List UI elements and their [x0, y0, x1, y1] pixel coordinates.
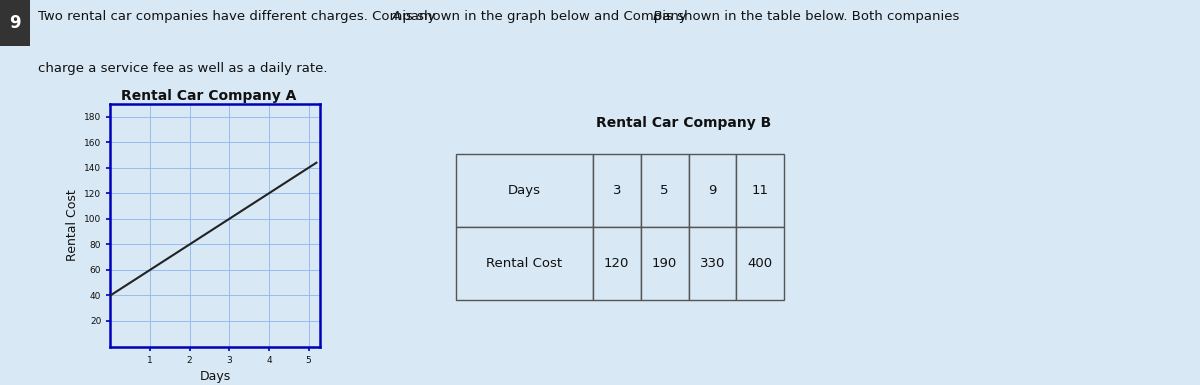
FancyBboxPatch shape — [689, 154, 737, 227]
FancyBboxPatch shape — [593, 227, 641, 300]
FancyBboxPatch shape — [641, 154, 689, 227]
Text: 5: 5 — [660, 184, 668, 197]
Text: 330: 330 — [700, 257, 725, 270]
Text: is shown in the table below. Both companies: is shown in the table below. Both compan… — [659, 10, 960, 23]
FancyBboxPatch shape — [737, 227, 785, 300]
FancyBboxPatch shape — [456, 227, 593, 300]
Text: Rental Car Company A: Rental Car Company A — [121, 89, 296, 103]
FancyBboxPatch shape — [456, 154, 593, 227]
Text: 9: 9 — [708, 184, 716, 197]
Text: B: B — [653, 10, 661, 23]
Text: Days: Days — [508, 184, 541, 197]
Text: 11: 11 — [752, 184, 769, 197]
Text: Rental Car Company B: Rental Car Company B — [596, 116, 772, 129]
FancyBboxPatch shape — [593, 154, 641, 227]
FancyBboxPatch shape — [737, 154, 785, 227]
Y-axis label: Rental Cost: Rental Cost — [66, 189, 78, 261]
Text: 9: 9 — [10, 14, 20, 32]
FancyBboxPatch shape — [689, 227, 737, 300]
Text: 3: 3 — [612, 184, 620, 197]
Text: charge a service fee as well as a daily rate.: charge a service fee as well as a daily … — [38, 62, 328, 75]
X-axis label: Days: Days — [199, 370, 232, 383]
Text: 190: 190 — [652, 257, 677, 270]
Text: is shown in the graph below and Company: is shown in the graph below and Company — [398, 10, 691, 23]
Text: 120: 120 — [604, 257, 630, 270]
FancyBboxPatch shape — [641, 227, 689, 300]
Text: A: A — [391, 10, 401, 23]
Text: Two rental car companies have different charges. Company: Two rental car companies have different … — [38, 10, 440, 23]
Text: Rental Cost: Rental Cost — [486, 257, 563, 270]
Text: 400: 400 — [748, 257, 773, 270]
